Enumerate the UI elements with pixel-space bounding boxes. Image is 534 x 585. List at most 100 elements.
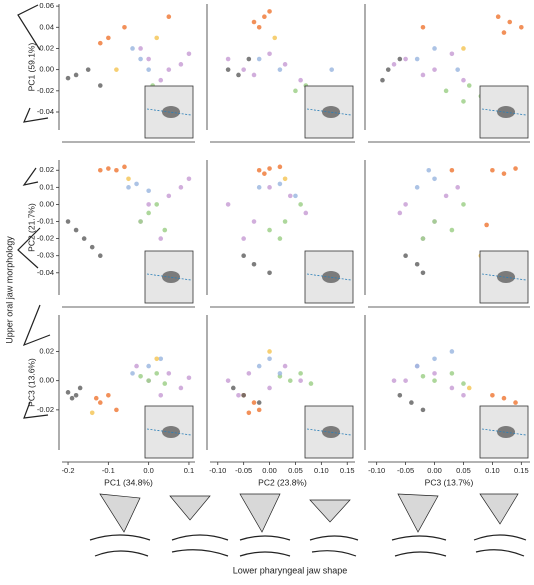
point: [513, 400, 518, 405]
point: [178, 385, 184, 391]
point: [106, 392, 111, 398]
point: [89, 244, 95, 250]
point: [138, 46, 143, 51]
point: [256, 407, 262, 413]
point: [501, 395, 507, 401]
point: [461, 381, 466, 386]
x-tick-label: 0.05: [288, 466, 303, 475]
inset-fit: [306, 108, 352, 116]
point: [97, 40, 103, 46]
y-tick-label: 0.00: [39, 376, 54, 385]
point: [178, 62, 184, 67]
point: [267, 349, 272, 354]
point: [93, 395, 99, 401]
point: [241, 253, 246, 258]
point: [134, 181, 139, 187]
point: [329, 67, 334, 72]
point: [432, 219, 437, 224]
x-axis-label: PC3 (13.7%): [425, 477, 474, 487]
point: [466, 385, 472, 391]
point: [236, 392, 241, 398]
point: [490, 392, 495, 398]
y-tick-label: 0.00: [39, 199, 54, 208]
point: [134, 363, 139, 369]
point: [432, 67, 437, 72]
point: [501, 171, 507, 176]
point: [426, 167, 432, 173]
point: [397, 210, 403, 216]
inset-fit: [481, 428, 527, 436]
point: [65, 390, 71, 395]
point: [77, 385, 83, 391]
point: [138, 219, 143, 224]
point: [138, 373, 143, 379]
inset-fit: [481, 273, 527, 281]
y-axis-label: PC3 (13.6%): [26, 358, 36, 407]
point: [282, 176, 288, 182]
point: [513, 166, 518, 171]
inset-cloud: [497, 271, 515, 283]
point: [443, 88, 449, 94]
upper-jaw-sketches: [17, 4, 51, 419]
point: [432, 371, 437, 376]
point: [287, 193, 293, 199]
point: [231, 385, 236, 391]
point: [130, 371, 135, 376]
point: [162, 381, 168, 386]
point: [403, 253, 408, 258]
point: [507, 19, 513, 25]
point: [256, 400, 262, 405]
point: [262, 171, 267, 176]
point: [246, 371, 252, 376]
point: [298, 371, 303, 376]
point: [267, 185, 272, 190]
x-tick-label: 0.15: [340, 466, 355, 475]
point: [158, 392, 164, 398]
point: [225, 378, 231, 383]
inset-cloud: [162, 271, 180, 283]
point: [495, 14, 501, 20]
point: [251, 219, 257, 224]
y-tick-label: 0.04: [39, 22, 54, 31]
point: [146, 56, 151, 62]
x-tick-label: -0.1: [102, 466, 115, 475]
inset-fit: [146, 108, 192, 116]
point: [146, 67, 151, 72]
point: [256, 56, 262, 62]
point: [298, 202, 303, 207]
y-tick-label: -0.01: [37, 217, 54, 226]
point: [106, 35, 111, 41]
point: [186, 51, 192, 57]
inset-cloud: [322, 106, 340, 118]
point: [397, 392, 403, 398]
point: [308, 381, 314, 386]
x-axis-label: PC1 (34.8%): [104, 477, 153, 487]
inset-fit: [146, 428, 192, 436]
point: [449, 349, 455, 354]
y-tick-label: 0.01: [39, 182, 54, 191]
point: [178, 185, 184, 190]
point: [256, 24, 262, 30]
point: [449, 227, 455, 233]
x-tick-label: 0.00: [427, 466, 442, 475]
point: [114, 407, 119, 413]
point: [138, 56, 143, 62]
point: [391, 62, 397, 67]
x-tick-label: 0.00: [262, 466, 277, 475]
point: [385, 67, 391, 72]
point: [246, 410, 252, 416]
point: [65, 219, 71, 224]
point: [277, 371, 283, 376]
x-tick-label: 0.1: [184, 466, 194, 475]
x-tick-label: 0.15: [514, 466, 529, 475]
inset-cloud: [322, 271, 340, 283]
point: [251, 72, 257, 78]
point: [97, 253, 103, 258]
point: [519, 24, 524, 30]
point: [490, 167, 495, 173]
inset-box: [304, 85, 354, 139]
point: [166, 67, 172, 72]
point: [298, 378, 303, 383]
inset-cloud: [497, 426, 515, 438]
point: [267, 51, 272, 57]
